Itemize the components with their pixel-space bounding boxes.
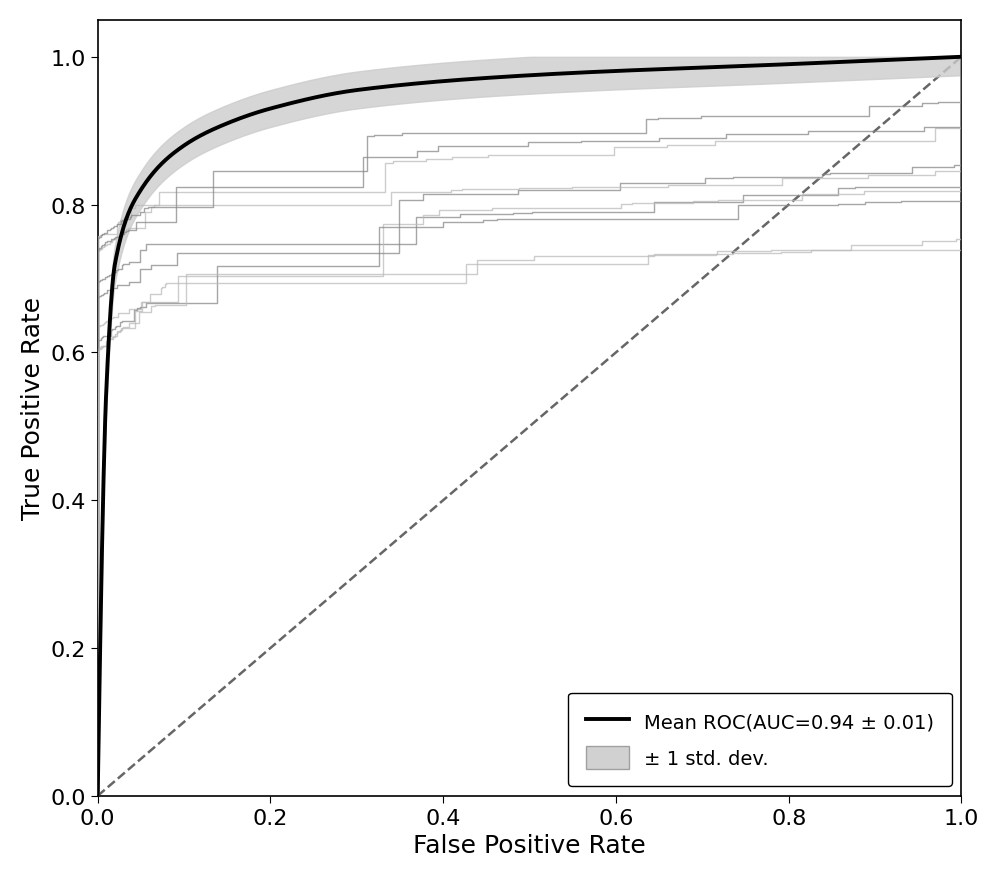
Legend: Mean ROC(AUC=0.94 ± 0.01), ± 1 std. dev.: Mean ROC(AUC=0.94 ± 0.01), ± 1 std. dev.: [568, 693, 952, 786]
Y-axis label: True Positive Rate: True Positive Rate: [21, 297, 45, 520]
X-axis label: False Positive Rate: False Positive Rate: [413, 833, 646, 857]
